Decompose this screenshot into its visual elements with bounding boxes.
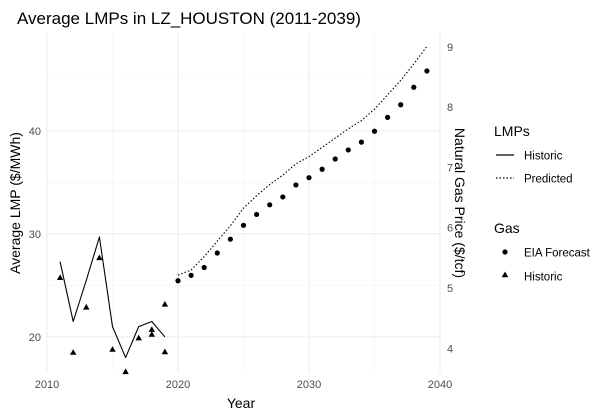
gas-point-eia-forecast xyxy=(175,278,181,284)
gas-point-historic xyxy=(161,300,169,307)
y-tick-label: 40 xyxy=(29,126,41,138)
gas-point-eia-forecast xyxy=(306,175,312,181)
gas-point-eia-forecast xyxy=(345,147,351,153)
y2-axis-title: Natural Gas Price ($/tcf) xyxy=(452,128,468,278)
x-tick-label: 2020 xyxy=(166,379,190,391)
gas-point-eia-forecast xyxy=(227,236,233,242)
gas-point-eia-forecast xyxy=(280,194,286,200)
legend-label-eia-forecast: EIA Forecast xyxy=(524,248,591,260)
legend-title-lmps: LMPs xyxy=(494,123,530,139)
gas-point-eia-forecast xyxy=(240,222,247,228)
y-tick-labels: 20 30 40 xyxy=(29,126,41,344)
y2-tick-label: 9 xyxy=(447,42,453,54)
gas-point-historic xyxy=(96,254,103,261)
legend-label-predicted: Predicted xyxy=(524,174,573,186)
chart-title: Average LMPs in LZ_HOUSTON (2011-2039) xyxy=(17,9,361,28)
gas-point-historic xyxy=(161,348,169,355)
legend-label-historic-gas: Historic xyxy=(524,272,563,284)
y-tick-label: 30 xyxy=(29,229,41,241)
y2-tick-label: 7 xyxy=(447,162,453,174)
gas-point-historic xyxy=(70,349,77,355)
series-line-historic xyxy=(59,236,166,359)
gas-point-eia-forecast xyxy=(411,84,417,90)
x-tick-label: 2010 xyxy=(35,379,59,391)
gas-point-historic xyxy=(135,334,142,341)
x-tick-label: 2030 xyxy=(297,379,321,391)
grid xyxy=(46,33,441,373)
legend-label-historic-lmp: Historic xyxy=(524,151,563,163)
gas-point-historic xyxy=(148,326,155,332)
gas-point-eia-forecast xyxy=(267,202,273,208)
legend-title-gas: Gas xyxy=(494,220,520,236)
gas-point-historic xyxy=(109,346,116,352)
lmp-lines xyxy=(59,46,428,359)
y-tick-label: 20 xyxy=(29,332,41,344)
y2-tick-label: 6 xyxy=(447,223,453,235)
gas-point-historic xyxy=(83,303,90,310)
gas-point-eia-forecast xyxy=(371,128,378,134)
gas-point-eia-forecast xyxy=(319,166,325,172)
y2-tick-label: 5 xyxy=(447,283,453,295)
x-tick-label: 2040 xyxy=(428,379,452,391)
gas-point-historic xyxy=(56,274,64,281)
gas-point-eia-forecast xyxy=(424,68,430,74)
gas-point-eia-forecast xyxy=(188,272,194,278)
gas-points xyxy=(56,68,430,375)
y-axis-title: Average LMP ($/MWh) xyxy=(7,132,23,274)
y2-tick-labels: 4 5 6 7 8 9 xyxy=(447,42,453,355)
gas-point-eia-forecast xyxy=(398,102,404,108)
gas-point-eia-forecast xyxy=(201,264,207,271)
x-tick-labels: 2010 2020 2030 2040 xyxy=(35,379,452,391)
gas-point-historic xyxy=(148,331,155,337)
gas-point-eia-forecast xyxy=(332,156,338,162)
y2-tick-label: 4 xyxy=(447,343,453,355)
legend-key-eia-forecast-point xyxy=(502,249,508,255)
x-axis-title: Year xyxy=(227,395,256,411)
gas-point-eia-forecast xyxy=(214,250,220,256)
gas-point-eia-forecast xyxy=(358,139,364,145)
series-line-predicted xyxy=(177,46,428,276)
gas-point-eia-forecast xyxy=(385,114,391,120)
legend: LMPs Historic Predicted Gas EIA Forecast… xyxy=(494,123,591,284)
y2-tick-label: 8 xyxy=(447,102,453,114)
gas-point-historic xyxy=(122,368,129,375)
legend-key-historic-gas-point xyxy=(501,271,509,278)
gas-point-eia-forecast xyxy=(254,211,260,218)
gas-point-eia-forecast xyxy=(293,182,299,188)
